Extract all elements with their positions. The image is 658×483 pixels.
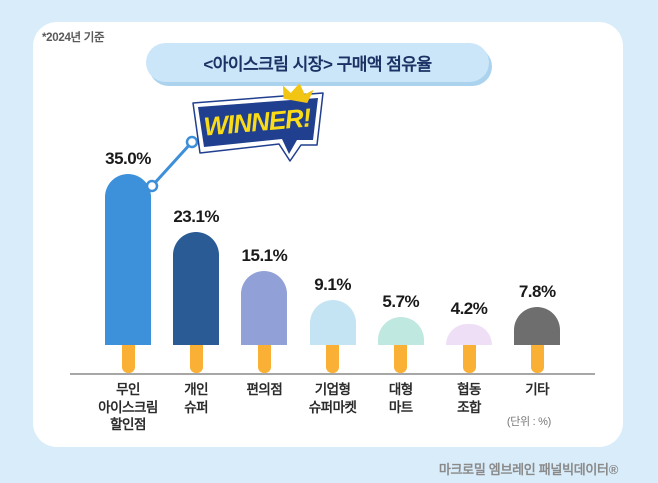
bar	[377, 317, 424, 345]
bar	[446, 324, 492, 345]
bar-value-label: 7.8%	[518, 281, 556, 301]
bar-category-label: 무인 아이스크림 할인점	[98, 382, 158, 433]
popsicle-stick	[394, 345, 408, 373]
bar-value-label: 9.1%	[314, 275, 351, 295]
bar-category-label: 협동 조합	[457, 382, 481, 415]
unit-label: (단위 : %)	[506, 416, 551, 428]
bar-value-label: 15.1%	[241, 246, 288, 265]
popsicle-stick	[530, 345, 544, 373]
popsicle-stick	[121, 345, 135, 373]
bar-value-label: 5.7%	[382, 292, 420, 312]
bar	[514, 306, 561, 345]
bar-value-label: 35.0%	[105, 148, 151, 168]
popsicle-stick	[462, 345, 476, 373]
bar-category-label: 기타	[525, 382, 550, 397]
popsicle-stick	[326, 345, 340, 373]
bar-category-label: 대형 마트	[388, 382, 413, 415]
bar	[173, 231, 220, 345]
bar-category-label: 편의점	[246, 382, 283, 397]
chart-title-box: <아이스크림 시장> 구매액 점유율	[146, 43, 489, 82]
popsicle-stick	[257, 345, 271, 373]
bar-value-label: 4.2%	[450, 299, 488, 319]
bar-value-label: 23.1%	[173, 206, 220, 226]
chart-title: <아이스크림 시장> 구매액 점유율	[203, 55, 432, 74]
bar-category-label: 개인 슈퍼	[184, 382, 209, 415]
bar	[105, 173, 151, 345]
base-year-note: *2024년 기준	[42, 32, 105, 44]
bar	[241, 271, 288, 345]
bar	[309, 300, 356, 345]
chart-baseline	[70, 373, 595, 375]
bar-category-label: 기업형 슈퍼마켓	[308, 382, 357, 415]
popsicle-stick	[189, 345, 203, 373]
source-credit: 마크로밀 엠브레인 패널빅데이터®	[438, 462, 618, 477]
